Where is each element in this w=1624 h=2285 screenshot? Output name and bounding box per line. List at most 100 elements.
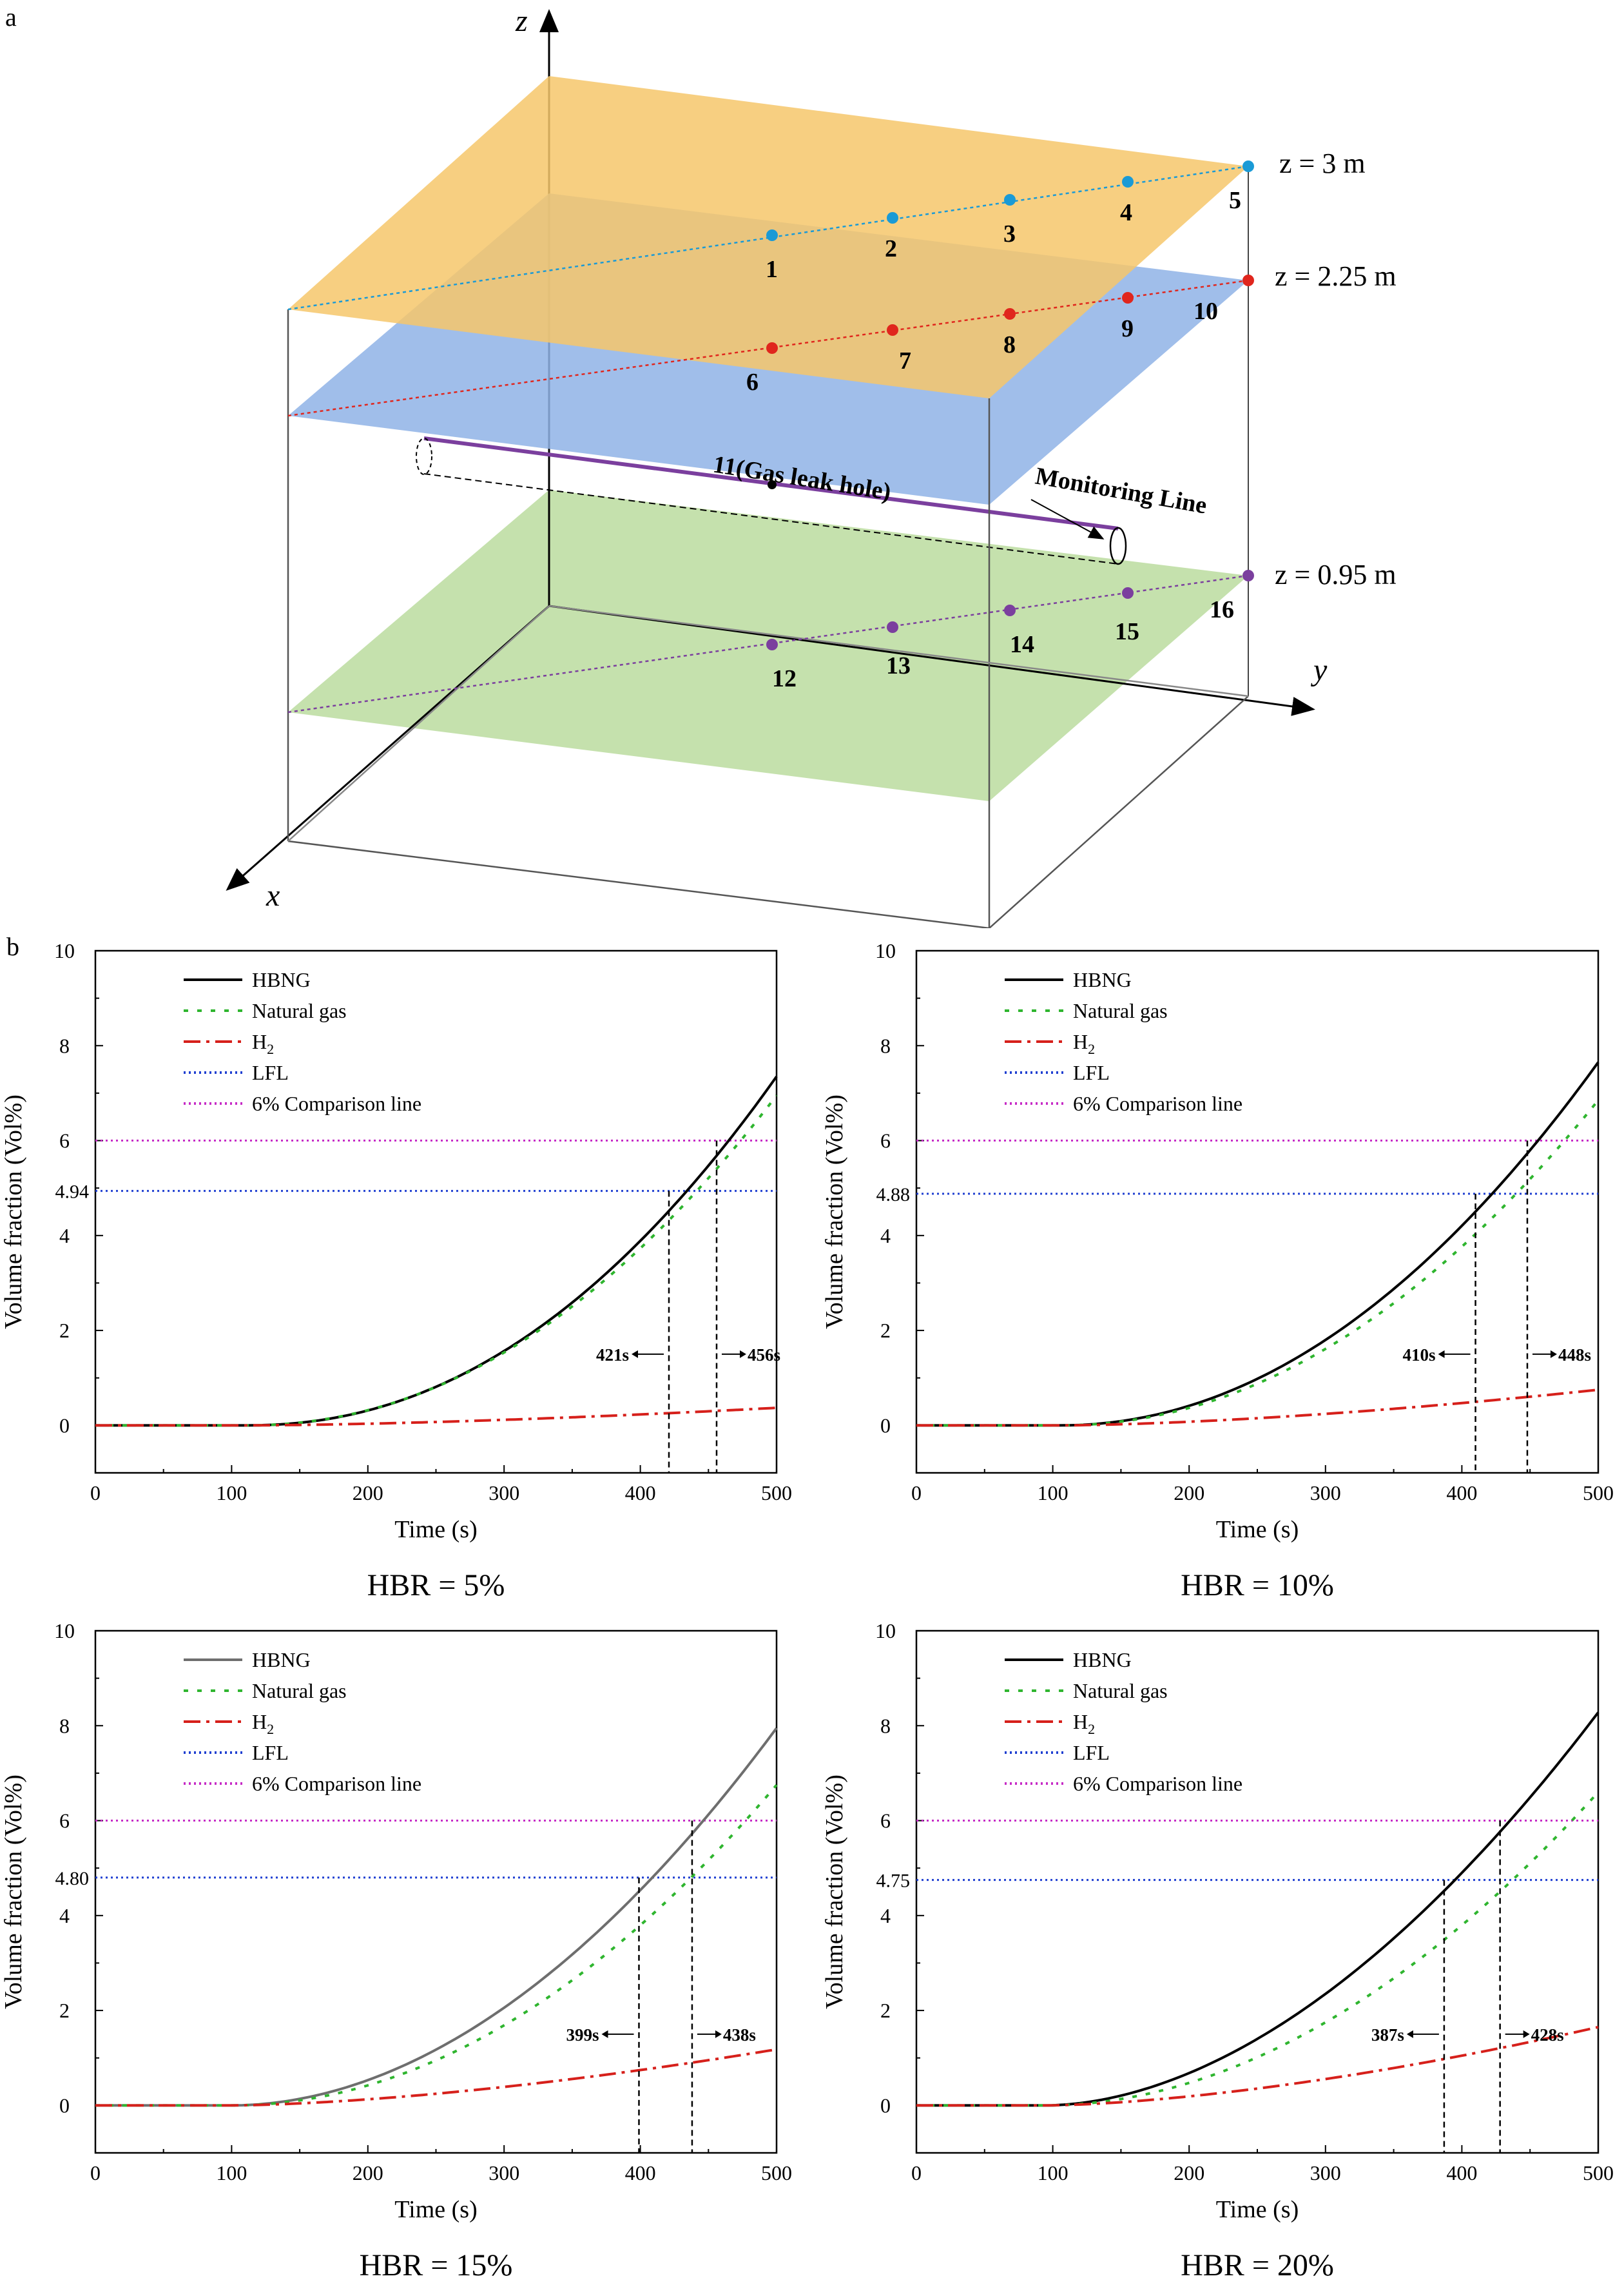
monitoring-point [1122,587,1134,599]
x-tick-label: 500 [1583,2161,1614,2184]
x-axis-label: x [266,879,280,913]
z-axis-label: z [515,4,528,38]
natural-gas-curve [916,1791,1600,2107]
monitoring-point [766,639,778,650]
hbng-curve [916,1711,1600,2107]
x-tick-label: 200 [353,1481,383,1504]
comparison-time-label: 438s [723,2025,756,2045]
monitoring-point-label: 13 [886,652,911,679]
chart-title: HBR = 15% [360,2248,513,2282]
panel-b-label: b [6,932,19,961]
x-tick-label: 300 [1310,2161,1341,2184]
plot-frame [915,1629,1600,2154]
legend-h2-label: H2 [1073,1710,1095,1737]
x-tick-label: 500 [761,1481,792,1504]
h2-curve [916,1388,1599,1427]
plane-bottom-label: z = 0.95 m [1275,559,1397,590]
monitoring-line-pointer [1030,499,1105,540]
natural-gas-curve [95,1784,778,2107]
legend-lfl-label: LFL [1073,1061,1110,1084]
hbng-curve [95,1727,778,2107]
comparison-time-label: 428s [1531,2025,1564,2045]
lfl-time-label: 387s [1371,2025,1404,2045]
x-tick-label: 200 [1174,2161,1204,2184]
hbng-curve [95,1075,778,1427]
legend: HBNG Natural gas H2 LFL 6% Comparison line [1005,1648,1242,1795]
plane-mid-label: z = 2.25 m [1275,260,1397,292]
legend-lfl-label: LFL [252,1741,289,1764]
monitoring-point-label: 10 [1194,298,1218,325]
x-tick-label: 400 [1446,1481,1477,1504]
monitoring-point-label: 12 [772,665,797,692]
monitoring-point [766,342,778,354]
monitoring-line-label: Monitoring Line [1033,463,1208,520]
y-tick-label: 8 [880,1034,891,1057]
x-tick-label: 200 [1174,1481,1204,1504]
y-axis-title: Volume fraction (Vol%) [821,1775,848,2009]
comparison-time-arrowhead [739,1350,746,1358]
legend-hbng-label: HBNG [1073,1648,1132,1671]
y-tick-label: 8 [59,1714,70,1737]
legend-lfl-label: LFL [252,1061,289,1084]
legend-comparison-label: 6% Comparison line [1073,1772,1242,1795]
y-tick-label: 2 [880,1319,891,1342]
monitoring-point-label: 1 [766,256,778,283]
legend: HBNG Natural gas H2 LFL 6% Comparison line [1005,968,1242,1115]
lfl-time-label: 421s [596,1345,629,1365]
plot-frame [94,949,778,1474]
lfl-time-label: 399s [566,2025,599,2045]
x-tick-label: 400 [625,1481,656,1504]
monitoring-point [1242,275,1254,286]
x-tick-label: 100 [1038,1481,1068,1504]
chart-grid: 0 100 200 300 400 500 0 2 4 6 8 10 Time (s) Volume fr… [0,928,1624,2285]
chart-hbr-4: 0 100 200 300 400 500 0 2 4 6 8 10 Time (s) Volume fr… [821,1619,1614,2282]
hbng-curve [916,1061,1600,1427]
comparison-time-arrowhead [1550,1350,1557,1358]
y-tick-label: 2 [880,1999,891,2022]
chart-hbr-3: 0 100 200 300 400 500 0 2 4 6 8 10 Time (s) Volume fr… [0,1619,792,2282]
legend-natural-gas-label: Natural gas [1073,1679,1168,1702]
lfl-time-arrowhead [1406,2030,1413,2038]
y-tick-label: 6 [880,1809,891,1833]
x-tick-label: 100 [216,1481,247,1504]
domain-schematic: a z y x 11(Gas leak hole) Monitoring Lin… [5,3,1397,928]
natural-gas-curve [95,1094,778,1427]
x-tick-label: 300 [488,2161,519,2184]
chart-hbr-1: 0 100 200 300 400 500 0 2 4 6 8 10 Time (s) Volume fr… [0,939,792,1602]
h2-curve [95,1406,777,1427]
lfl-value-label: 4.75 [876,1871,911,1892]
monitoring-point [1004,308,1016,320]
y-axis-label: y [1310,653,1328,687]
monitoring-point [1004,605,1016,616]
x-tick-label: 400 [1446,2161,1477,2184]
monitoring-point [1242,570,1254,581]
comparison-time-arrowhead [715,2030,722,2038]
chart-hbr-2: 0 100 200 300 400 500 0 2 4 6 8 10 Time (s) Volume fr… [821,939,1614,1602]
natural-gas-curve [916,1099,1600,1427]
y-tick-label: 4 [880,1904,891,1927]
monitoring-point [1242,160,1254,172]
monitoring-point [1122,292,1134,304]
x-tick-label: 300 [1310,1481,1341,1504]
y-tick-label: 6 [880,1129,891,1152]
panel-a-label: a [5,3,17,32]
y-tick-label: 6 [59,1809,70,1833]
monitoring-point [887,621,898,633]
legend-hbng-label: HBNG [1073,968,1132,991]
legend-comparison-label: 6% Comparison line [252,1092,421,1115]
monitoring-point-label: 2 [885,235,897,262]
y-tick-label: 10 [54,1619,75,1642]
x-tick-label: 300 [488,1481,519,1504]
y-tick-label: 10 [875,939,896,962]
legend-natural-gas-label: Natural gas [1073,999,1168,1022]
legend: HBNG Natural gas H2 LFL 6% Comparison line [184,968,421,1115]
comparison-time-label: 456s [748,1345,780,1365]
x-axis-title: Time (s) [394,1516,477,1543]
monitoring-point-label: 8 [1003,331,1016,358]
y-tick-label: 4 [59,1904,70,1927]
legend-hbng-label: HBNG [252,968,311,991]
y-tick-label: 2 [59,1319,70,1342]
plot-frame [915,949,1600,1474]
x-tick-label: 0 [911,2161,922,2184]
